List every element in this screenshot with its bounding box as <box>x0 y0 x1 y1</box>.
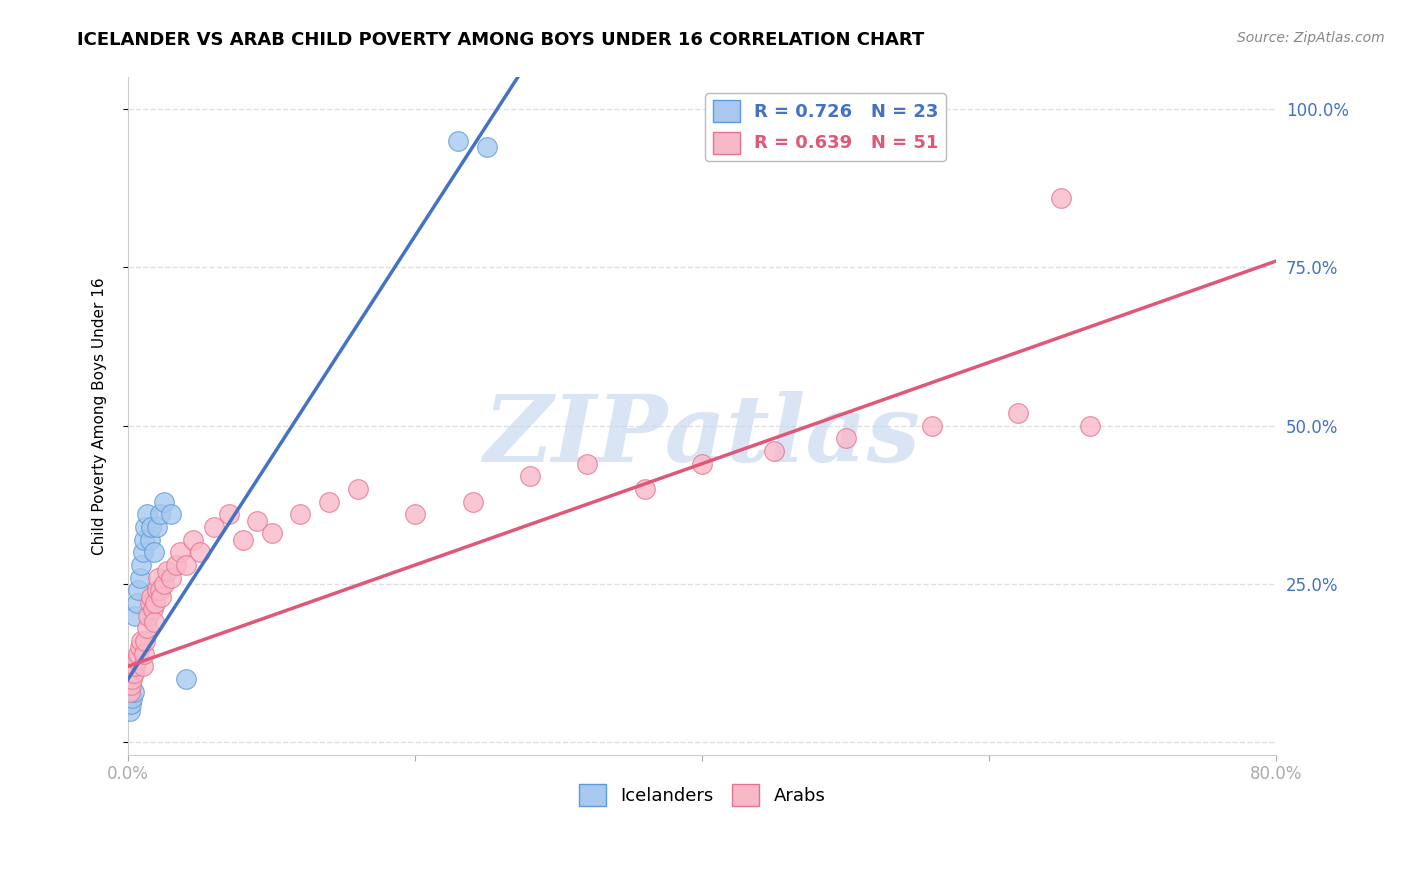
Point <box>290 508 312 522</box>
Point <box>153 494 176 508</box>
Point <box>153 577 176 591</box>
Point <box>136 608 159 623</box>
Point <box>921 418 943 433</box>
Point <box>138 596 160 610</box>
Point <box>181 533 204 547</box>
Point <box>519 469 541 483</box>
Point <box>160 571 183 585</box>
Point <box>260 526 283 541</box>
Point <box>149 508 172 522</box>
Point <box>174 558 197 572</box>
Point <box>188 545 211 559</box>
Point <box>124 608 146 623</box>
Point <box>146 520 169 534</box>
Point <box>404 508 426 522</box>
Point <box>143 545 166 559</box>
Point <box>138 533 160 547</box>
Point <box>143 615 166 629</box>
Point <box>156 564 179 578</box>
Point <box>475 140 498 154</box>
Point <box>1050 191 1073 205</box>
Point <box>145 596 167 610</box>
Point <box>634 482 657 496</box>
Text: ICELANDER VS ARAB CHILD POVERTY AMONG BOYS UNDER 16 CORRELATION CHART: ICELANDER VS ARAB CHILD POVERTY AMONG BO… <box>77 31 925 49</box>
Point <box>146 583 169 598</box>
Point <box>762 444 785 458</box>
Point <box>576 457 599 471</box>
Point <box>120 678 142 692</box>
Point <box>129 634 152 648</box>
Point <box>165 558 187 572</box>
Point <box>132 647 155 661</box>
Point <box>1078 418 1101 433</box>
Point <box>118 704 141 718</box>
Point <box>127 583 149 598</box>
Point <box>121 672 143 686</box>
Point <box>139 520 162 534</box>
Point <box>134 634 156 648</box>
Point <box>135 621 157 635</box>
Point <box>135 508 157 522</box>
Point <box>122 684 145 698</box>
Point <box>150 590 173 604</box>
Point <box>131 659 153 673</box>
Point <box>218 508 240 522</box>
Point <box>128 640 150 655</box>
Point <box>174 672 197 686</box>
Point <box>132 533 155 547</box>
Point <box>129 558 152 572</box>
Point <box>148 571 170 585</box>
Point <box>346 482 368 496</box>
Point <box>461 494 484 508</box>
Point <box>160 508 183 522</box>
Point <box>124 659 146 673</box>
Point <box>127 647 149 661</box>
Text: Source: ZipAtlas.com: Source: ZipAtlas.com <box>1237 31 1385 45</box>
Point <box>128 571 150 585</box>
Point <box>149 583 172 598</box>
Y-axis label: Child Poverty Among Boys Under 16: Child Poverty Among Boys Under 16 <box>93 277 107 555</box>
Point <box>121 690 143 705</box>
Point <box>118 684 141 698</box>
Point <box>125 596 148 610</box>
Point <box>246 514 269 528</box>
Point <box>139 590 162 604</box>
Point <box>131 545 153 559</box>
Point <box>834 431 856 445</box>
Legend: Icelanders, Arabs: Icelanders, Arabs <box>572 777 832 814</box>
Point <box>125 653 148 667</box>
Point <box>134 520 156 534</box>
Point <box>122 665 145 680</box>
Point <box>318 494 340 508</box>
Point <box>690 457 713 471</box>
Point <box>142 602 165 616</box>
Point <box>169 545 191 559</box>
Point <box>1007 406 1029 420</box>
Point <box>447 134 470 148</box>
Point <box>232 533 254 547</box>
Point <box>120 698 142 712</box>
Point <box>202 520 225 534</box>
Text: ZIPatlas: ZIPatlas <box>484 392 921 482</box>
